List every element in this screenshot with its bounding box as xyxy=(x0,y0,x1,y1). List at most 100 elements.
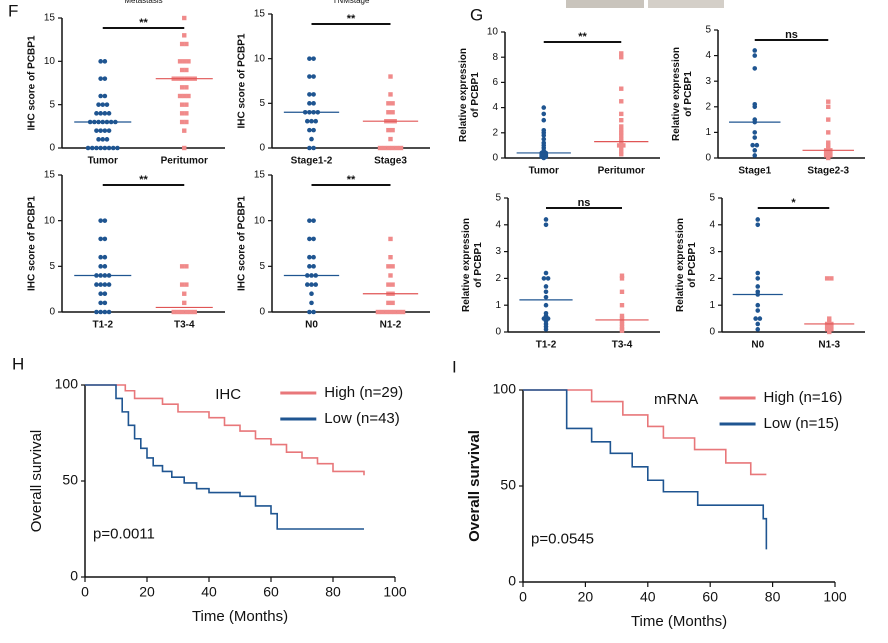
data-point xyxy=(619,149,624,154)
data-point xyxy=(188,309,193,315)
data-point xyxy=(100,102,106,107)
data-point xyxy=(307,92,312,97)
data-point xyxy=(311,264,316,269)
data-point xyxy=(184,264,189,269)
data-point xyxy=(94,128,99,133)
data-point xyxy=(541,276,547,281)
x-tick-label: 40 xyxy=(201,584,217,600)
data-point xyxy=(823,153,829,158)
data-point xyxy=(307,56,312,61)
data-point xyxy=(104,102,110,107)
x-tick-label: 100 xyxy=(383,584,407,600)
annotation: IHC xyxy=(215,386,241,403)
data-point xyxy=(98,309,103,315)
panel-letter: I xyxy=(452,357,457,376)
data-point xyxy=(543,302,549,308)
y-tick-label: 15 xyxy=(44,170,56,181)
significance-label: ** xyxy=(139,17,148,29)
data-point xyxy=(755,270,761,276)
data-point xyxy=(182,145,187,151)
significance-label: ** xyxy=(347,13,356,25)
data-point xyxy=(619,51,624,56)
y-tick-label: 5 xyxy=(49,99,55,110)
data-point xyxy=(311,127,316,133)
data-point xyxy=(619,111,624,117)
data-point xyxy=(89,145,95,151)
annotation: mRNA xyxy=(654,391,698,408)
x-axis-label: Time (Months) xyxy=(192,608,288,625)
x-tick-label: Stage3 xyxy=(374,156,407,167)
data-point xyxy=(829,324,834,329)
significance-label: ** xyxy=(578,31,587,43)
data-point xyxy=(386,282,391,287)
significance-label: ns xyxy=(578,197,591,209)
y-axis-label: Relative expressionof PCBP1 xyxy=(461,218,484,312)
data-point xyxy=(311,145,316,151)
data-point xyxy=(388,92,393,97)
y-axis-label: Relative expressionof PCBP1 xyxy=(458,48,481,142)
data-point xyxy=(98,93,103,99)
data-point xyxy=(829,327,834,332)
y-tick-label: 5 xyxy=(259,98,265,109)
data-point xyxy=(179,119,185,125)
data-point xyxy=(102,218,108,223)
data-point xyxy=(311,56,316,61)
survival-line xyxy=(85,384,365,476)
data-point xyxy=(184,119,189,125)
data-point xyxy=(543,222,549,228)
data-point xyxy=(752,130,758,135)
data-point xyxy=(98,145,103,151)
significance-label: * xyxy=(791,197,796,209)
data-point xyxy=(752,48,758,53)
data-point xyxy=(184,111,189,116)
data-point xyxy=(388,136,393,142)
data-point xyxy=(309,282,314,287)
data-point xyxy=(384,309,389,315)
data-point xyxy=(619,289,625,294)
data-point xyxy=(98,59,103,64)
data-point xyxy=(390,101,395,106)
data-point xyxy=(184,309,189,315)
y-tick-label: 0 xyxy=(259,307,265,318)
data-point xyxy=(171,309,176,315)
y-tick-label: 3 xyxy=(495,246,501,257)
data-point xyxy=(182,300,187,306)
data-point xyxy=(755,217,761,222)
x-tick-label: 80 xyxy=(765,589,781,605)
data-point xyxy=(102,264,108,269)
data-point xyxy=(619,303,625,308)
y-tick-label: 0 xyxy=(49,307,55,318)
data-point xyxy=(390,145,395,151)
x-tick-label: 20 xyxy=(578,589,594,605)
x-tick-label: Stage1 xyxy=(738,166,771,177)
data-point xyxy=(543,284,549,289)
y-tick-label: 5 xyxy=(495,193,501,204)
data-point xyxy=(102,76,108,81)
data-point xyxy=(179,111,185,116)
x-tick-label: 0 xyxy=(519,589,527,605)
y-tick-label: 2 xyxy=(705,101,711,112)
data-point xyxy=(182,33,187,38)
data-point xyxy=(619,319,625,324)
significance-label: ** xyxy=(347,174,356,186)
data-point xyxy=(541,127,547,133)
y-tick-label: 50 xyxy=(500,477,516,493)
y-tick-label: 10 xyxy=(44,56,56,67)
data-point xyxy=(757,316,763,321)
legend-label: High (n=29) xyxy=(324,384,403,401)
data-point xyxy=(386,127,391,133)
data-point xyxy=(307,254,312,260)
data-point xyxy=(305,282,310,287)
data-point xyxy=(619,99,624,104)
data-point xyxy=(826,117,831,122)
data-point xyxy=(826,140,831,145)
data-point xyxy=(94,282,99,287)
data-point xyxy=(826,143,831,148)
data-point xyxy=(184,282,189,287)
y-tick-label: 0 xyxy=(492,153,498,164)
data-point xyxy=(98,264,103,269)
x-tick-label: 0 xyxy=(81,584,89,600)
data-point xyxy=(541,111,547,117)
data-point xyxy=(396,309,402,315)
data-point xyxy=(106,282,112,287)
